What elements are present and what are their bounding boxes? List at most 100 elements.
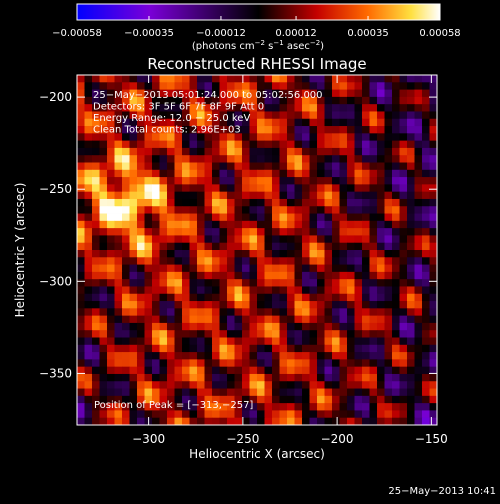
heatmap-cell: [77, 75, 85, 83]
heatmap-cell: [354, 104, 363, 112]
heatmap-cell: [369, 75, 378, 83]
heatmap-cell: [279, 381, 288, 389]
heatmap-cell: [107, 279, 115, 287]
heatmap-cell: [249, 177, 258, 185]
heatmap-cell: [204, 271, 213, 280]
heatmap-cell: [167, 403, 175, 411]
heatmap-cell: [347, 177, 355, 185]
heatmap-cell: [279, 293, 288, 302]
heatmap-cell: [249, 373, 258, 382]
heatmap-cell: [422, 82, 430, 90]
heatmap-cell: [399, 184, 408, 193]
heatmap-cell: [129, 220, 138, 229]
heatmap-cell: [317, 293, 325, 302]
heatmap-cell: [414, 293, 423, 302]
heatmap-cell: [384, 169, 393, 178]
heatmap-cell: [317, 206, 325, 214]
heatmap-cell: [392, 111, 400, 120]
heatmap-cell: [84, 206, 93, 214]
heatmap-cell: [129, 177, 138, 185]
heatmap-cell: [159, 264, 168, 273]
heatmap-cell: [429, 381, 437, 389]
heatmap-cell: [227, 162, 235, 171]
annotation-line: Energy Range: 12.0 − 25.0 keV: [93, 113, 250, 124]
heatmap-cell: [92, 228, 100, 236]
heatmap-cell: [317, 162, 325, 171]
heatmap-cell: [144, 322, 153, 331]
heatmap-cell: [279, 410, 288, 419]
heatmap-cell: [159, 322, 168, 331]
heatmap-cell: [129, 395, 138, 404]
heatmap-cell: [197, 381, 205, 389]
heatmap-cell: [92, 286, 100, 295]
heatmap-cell: [107, 257, 115, 265]
heatmap-cell: [152, 220, 160, 229]
heatmap-cell: [219, 337, 228, 346]
heatmap-cell: [114, 155, 123, 163]
heatmap-cell: [84, 75, 93, 83]
heatmap-cell: [77, 395, 85, 404]
heatmap-cell: [422, 352, 430, 360]
heatmap-cell: [294, 169, 303, 178]
heatmap-cell: [384, 403, 393, 411]
heatmap-cell: [279, 279, 288, 287]
heatmap-cell: [317, 147, 325, 156]
heatmap-cell: [167, 89, 175, 98]
heatmap-cell: [407, 155, 415, 163]
heatmap-cell: [92, 352, 100, 360]
heatmap-cell: [399, 250, 408, 258]
heatmap-cell: [272, 162, 280, 171]
heatmap-cell: [287, 301, 295, 309]
heatmap-cell: [99, 257, 108, 265]
heatmap-cell: [384, 366, 393, 375]
heatmap-cell: [77, 82, 85, 90]
heatmap-cell: [324, 403, 333, 411]
heatmap-cell: [84, 89, 93, 98]
heatmap-cell: [122, 213, 130, 222]
heatmap-cell: [317, 250, 325, 258]
heatmap-cell: [137, 330, 145, 338]
heatmap-cell: [144, 133, 153, 142]
heatmap-cell: [122, 242, 130, 251]
heatmap-cell: [219, 257, 228, 265]
heatmap-cell: [384, 220, 393, 229]
heatmap-cell: [354, 242, 363, 251]
heatmap-cell: [167, 417, 175, 425]
heatmap-cell: [369, 293, 378, 302]
heatmap-cell: [174, 417, 183, 425]
heatmap-cell: [159, 271, 168, 280]
heatmap-cell: [92, 235, 100, 244]
heatmap-cell: [152, 177, 160, 185]
heatmap-cell: [422, 228, 430, 236]
heatmap-cell: [174, 271, 183, 280]
heatmap-cell: [414, 118, 423, 127]
heatmap-cell: [354, 184, 363, 193]
heatmap-cell: [257, 359, 265, 368]
heatmap-cell: [257, 111, 265, 120]
heatmap-cell: [77, 352, 85, 360]
heatmap-cell: [272, 366, 280, 375]
heatmap-cell: [384, 184, 393, 193]
heatmap-cell: [189, 104, 198, 112]
heatmap-cell: [332, 191, 340, 200]
heatmap-cell: [84, 381, 93, 389]
heatmap-cell: [369, 257, 378, 265]
heatmap-cell: [287, 286, 295, 295]
heatmap-cell: [377, 140, 385, 149]
heatmap-cell: [189, 198, 198, 207]
heatmap-cell: [167, 322, 175, 331]
heatmap-cell: [129, 111, 138, 120]
heatmap-cell: [144, 293, 153, 302]
heatmap-cell: [377, 359, 385, 368]
heatmap-cell: [377, 162, 385, 171]
heatmap-cell: [324, 352, 333, 360]
heatmap-cell: [287, 388, 295, 397]
heatmap-cell: [354, 264, 363, 273]
heatmap-cell: [144, 198, 153, 207]
heatmap-cell: [294, 82, 303, 90]
heatmap-cell: [317, 104, 325, 112]
heatmap-cell: [317, 381, 325, 389]
heatmap-cell: [332, 126, 340, 134]
heatmap-cell: [159, 293, 168, 302]
heatmap-cell: [339, 89, 348, 98]
